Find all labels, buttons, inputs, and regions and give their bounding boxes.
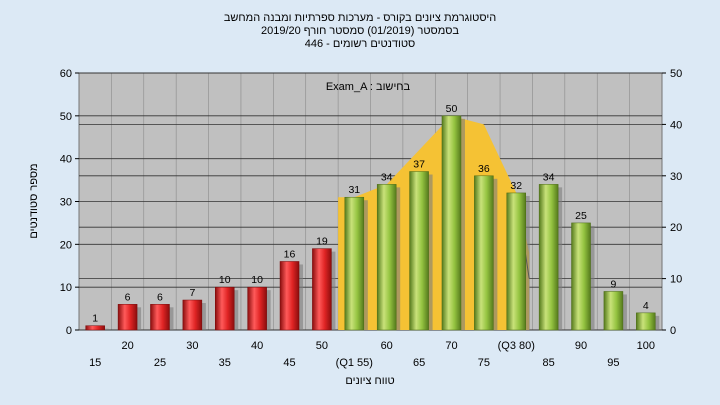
bar-value-label: 31 [348,184,360,196]
bar-value-label: 1 [92,313,98,325]
x-axis-tick-label: 25 [154,357,166,369]
y-axis-tick-label: 10 [60,282,72,294]
x-axis-tick-label: 15 [89,357,101,369]
x-axis-tick-label: 30 [186,340,198,352]
y-axis-tick-label: 60 [60,68,72,80]
x-axis-tick-label: 20 [121,340,133,352]
chart-annotation: Exam_A : בחישוב [326,81,411,93]
x-axis-tick-label: 40 [251,340,263,352]
bar-value-label: 6 [157,291,163,303]
bar-value-label: 34 [543,171,555,183]
bar-value-label: 32 [510,180,522,192]
x-axis-tick-label: 45 [283,357,295,369]
y2-axis-tick-label: 20 [670,222,682,234]
x-axis-title: טווח ציונים [345,375,394,387]
bar [312,248,332,331]
x-axis-tick-label: 95 [607,357,619,369]
bar [441,115,462,331]
bar-value-label: 10 [251,274,263,286]
bar-value-label: 9 [610,278,616,290]
chart-title-line-3: 446 - סטודנטים רשומים [305,38,416,50]
y-axis-tick-label: 50 [60,111,72,123]
bar-value-label: 50 [446,103,458,115]
bar-value-label: 34 [381,171,393,183]
bar [603,291,624,331]
bar [636,312,656,331]
x-axis-tick-label: 90 [575,340,587,352]
x-axis-tick-label: 35 [219,357,231,369]
x-axis-tick-label: (Q3 80) [498,340,535,352]
x-axis-tick-label: 75 [478,357,490,369]
bar [376,184,397,331]
bar [409,171,429,331]
x-axis-tick-label: 70 [445,340,457,352]
y-axis-tick-label: 0 [66,325,72,337]
chart-title-line-1: היסטוגרמת ציונים בקורס - מערכות ספרתיות … [224,12,496,24]
bar-value-label: 6 [125,291,131,303]
y-axis-title: מספר סטודנטים [28,163,40,238]
y2-axis-tick-label: 10 [670,274,682,286]
x-axis-tick-label: 85 [543,357,555,369]
bar-value-label: 4 [643,300,649,312]
bar-value-label: 10 [219,274,231,286]
bar [215,286,235,331]
y-axis-tick-label: 40 [60,154,72,166]
y2-axis-tick-label: 40 [670,119,682,131]
axis-layer: 0 10 20 30 40 50 60 0 10 20 30 40 50 15 20 25 30 35 40 45 50… [60,68,683,369]
bar [279,261,300,331]
bar-value-label: 36 [478,163,490,175]
bar-value-label: 7 [189,287,195,299]
y2-axis-tick-label: 30 [670,171,682,183]
bar [474,175,494,331]
chart-title-line-2: בסמסטר (01/2019) סמסטר חורף 2019/20 [261,25,459,37]
bar [247,286,267,331]
bar-value-label: 25 [575,210,587,222]
bar [117,304,138,331]
y-axis-tick-label: 20 [60,239,72,251]
y2-axis-tick-label: 0 [670,325,676,337]
bar [344,196,365,331]
bar [85,325,105,331]
x-axis-tick-label: 65 [413,357,425,369]
bar-value-label: 16 [284,248,296,260]
x-axis-tick-label: 50 [316,340,328,352]
bar-value-label: 19 [316,236,328,248]
x-axis-tick-label: 100 [637,340,655,352]
bar-layer [85,115,660,331]
bar-value-label: 37 [413,159,425,171]
bar [182,299,203,331]
x-axis-tick-label: (Q1 55) [336,357,373,369]
bar [571,222,591,331]
x-axis-tick-label: 60 [381,340,393,352]
y-axis-tick-label: 30 [60,197,72,209]
bar [538,184,559,331]
bar [150,304,170,331]
y2-axis-tick-label: 50 [670,68,682,80]
bar [506,192,526,331]
